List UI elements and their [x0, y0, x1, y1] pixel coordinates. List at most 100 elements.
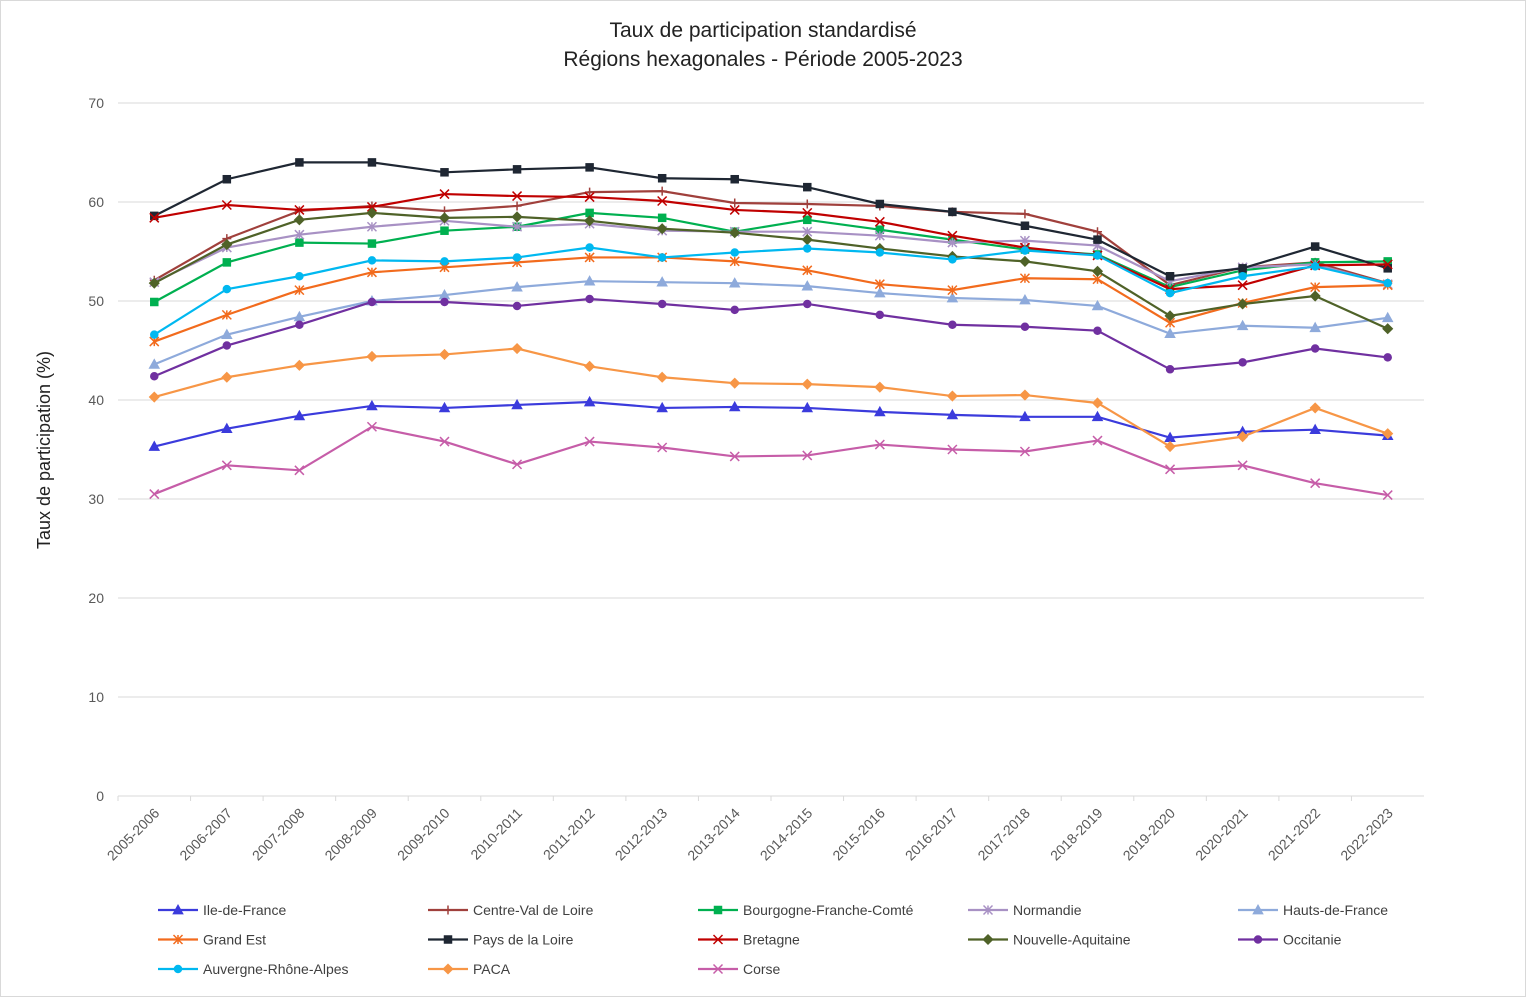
marker [585, 163, 594, 172]
marker [222, 284, 232, 294]
marker [148, 440, 161, 451]
marker [367, 256, 377, 265]
legend-label: Corse [743, 961, 781, 977]
marker [729, 204, 740, 215]
marker [512, 165, 522, 174]
marker [295, 238, 304, 247]
marker [1165, 365, 1175, 374]
marker [584, 360, 596, 372]
marker [802, 450, 813, 461]
marker [947, 285, 958, 296]
marker [1382, 490, 1393, 501]
marker [366, 207, 378, 219]
series-line [153, 280, 1388, 366]
marker [948, 320, 957, 330]
marker [657, 253, 667, 262]
marker [1309, 321, 1321, 333]
marker [730, 174, 739, 184]
marker [729, 451, 740, 462]
legend-marker [173, 964, 183, 974]
series-line [153, 219, 1389, 286]
marker [874, 279, 885, 290]
marker [874, 381, 886, 393]
y-tick-label: 70 [88, 95, 104, 111]
marker [874, 439, 885, 450]
marker [293, 310, 306, 322]
legend-marker [712, 963, 724, 975]
marker [1091, 410, 1104, 422]
marker [584, 215, 596, 227]
marker [803, 182, 812, 192]
marker [728, 400, 741, 412]
marker [293, 409, 306, 421]
marker [1383, 278, 1392, 288]
marker [1019, 255, 1031, 267]
legend-label: Pays de la Loire [473, 932, 574, 948]
marker [294, 465, 305, 476]
y-axis-label: Taux de participation (%) [34, 351, 54, 549]
marker [440, 226, 449, 235]
marker [1309, 423, 1321, 435]
marker [875, 248, 885, 257]
marker [802, 199, 812, 209]
marker [584, 252, 595, 263]
marker [729, 227, 741, 239]
marker [366, 267, 377, 278]
legend-label: PACA [473, 961, 511, 977]
marker [367, 297, 377, 307]
marker [438, 401, 451, 413]
series-line [153, 256, 1388, 343]
marker [366, 399, 378, 411]
legend-marker [982, 904, 994, 916]
marker [1165, 464, 1176, 475]
marker [583, 395, 596, 407]
series-line [153, 347, 1389, 448]
marker [295, 158, 304, 167]
marker [1237, 298, 1249, 310]
marker [1310, 282, 1321, 293]
marker [1164, 310, 1176, 322]
marker [948, 255, 957, 264]
marker [585, 294, 594, 304]
marker [1165, 272, 1175, 281]
marker [1238, 358, 1247, 367]
marker [1165, 288, 1175, 298]
marker [295, 320, 304, 330]
marker [1092, 435, 1103, 446]
marker [1020, 221, 1030, 231]
marker [946, 390, 958, 402]
marker [150, 297, 159, 307]
legend-marker [442, 963, 454, 975]
marker [730, 305, 739, 315]
marker [801, 401, 814, 413]
legend-marker [172, 934, 184, 945]
y-tick-label: 0 [96, 788, 104, 804]
marker [947, 444, 958, 455]
marker [367, 239, 377, 248]
y-tick-label: 20 [88, 590, 104, 606]
marker [729, 256, 740, 267]
marker [1237, 431, 1249, 443]
marker [150, 330, 159, 339]
marker [512, 191, 523, 202]
marker [802, 265, 813, 276]
marker [511, 342, 523, 355]
marker [947, 230, 958, 241]
legend-label: Centre-Val de Loire [473, 902, 594, 918]
legend-marker [982, 933, 994, 946]
marker [294, 204, 305, 215]
legend-label: Normandie [1013, 902, 1082, 918]
legend-marker [443, 935, 453, 944]
legend-label: Grand Est [203, 932, 266, 948]
marker [512, 459, 523, 470]
marker [656, 401, 668, 413]
marker [948, 207, 957, 217]
marker [512, 301, 522, 311]
marker [1238, 264, 1247, 273]
marker [1093, 235, 1102, 244]
marker [1093, 326, 1102, 335]
series-line [153, 211, 1389, 330]
marker [438, 212, 451, 224]
marker [511, 281, 523, 292]
